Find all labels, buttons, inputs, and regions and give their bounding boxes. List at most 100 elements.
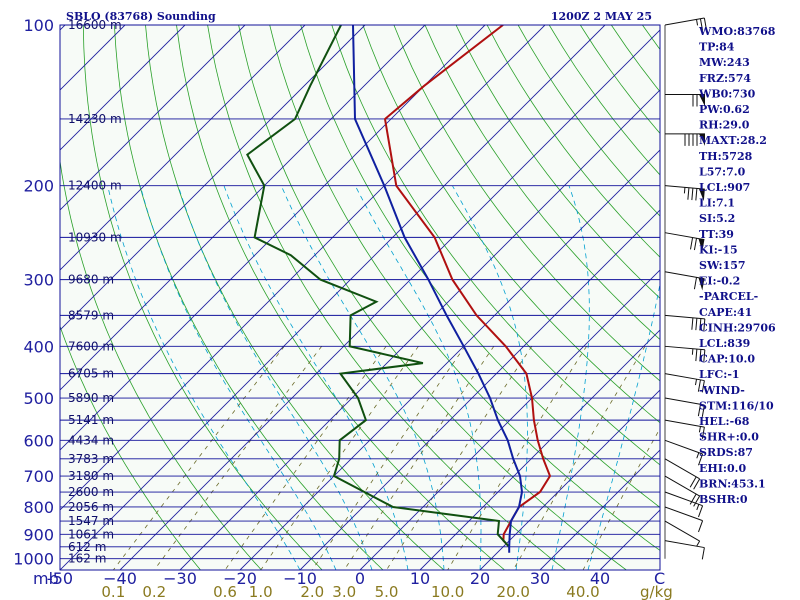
- isotherm: [60, 25, 246, 211]
- mixing-ratio-line: [447, 346, 587, 570]
- dewpoint-trace: [246, 25, 510, 548]
- pressure-tick: 500: [23, 389, 54, 408]
- mixing-ratio-line: [512, 346, 646, 570]
- temperature-tick: -50: [47, 569, 73, 588]
- height-label: 12400 m: [68, 179, 122, 193]
- height-labels: 16600 m 14230 m 12400 m 10930 m 9680 m 8579 m…: [68, 18, 122, 566]
- moist-adiabat: [354, 185, 482, 570]
- height-label: 5890 m: [68, 391, 114, 405]
- wind-barb: [665, 133, 705, 146]
- index-line: BRN:453.1: [699, 477, 766, 490]
- moist-adiabat: [551, 185, 590, 570]
- wind-barb: [664, 491, 704, 518]
- moist-adiabat: [223, 185, 409, 570]
- plot-frame: [59, 24, 661, 571]
- pressure-tick: 900: [23, 525, 54, 544]
- pressure-tick: 600: [23, 431, 54, 450]
- index-line: -PARCEL-: [699, 290, 758, 303]
- height-label: 2600 m: [68, 485, 114, 499]
- mixing-ratio-label: 10.0: [431, 583, 464, 600]
- wind-barb: [664, 458, 701, 490]
- index-line: HEL:-68: [699, 415, 750, 428]
- index-line: TP:84: [699, 41, 735, 54]
- temperature-tick: −20: [223, 569, 257, 588]
- dry-adiabat: [207, 25, 566, 570]
- wind-barb: [664, 419, 705, 439]
- sounding-traces: [246, 25, 552, 553]
- temperature-tick: 10: [410, 569, 430, 588]
- pressure-tick: 800: [23, 498, 54, 517]
- mixing-ratio-label: 0.2: [142, 583, 166, 600]
- wind-barb: [664, 232, 705, 252]
- moist-adiabats: [107, 185, 660, 570]
- index-line: RH:29.0: [699, 119, 750, 132]
- temperature-tick: −30: [163, 569, 197, 588]
- index-line: WB0:730: [698, 87, 756, 100]
- height-label: 4434 m: [68, 433, 114, 447]
- temperature-tick: 0: [355, 569, 365, 588]
- index-line: EI:-0.2: [699, 275, 740, 288]
- moist-adiabat: [280, 185, 445, 570]
- height-label: 1061 m: [68, 527, 114, 541]
- dry-adiabat: [269, 25, 660, 551]
- wind-barb: [664, 475, 701, 507]
- isotherm: [60, 25, 306, 271]
- isotherm: [60, 25, 486, 451]
- pressure-tick: 400: [23, 337, 54, 356]
- dry-adiabat: [424, 25, 660, 341]
- wind-barb: [665, 94, 705, 107]
- isotherm: [419, 329, 660, 570]
- height-label: 2056 m: [68, 500, 114, 514]
- height-label: 14230 m: [68, 112, 122, 126]
- height-label: 3180 m: [68, 469, 114, 483]
- wind-barb: [664, 271, 705, 291]
- wind-barb: [664, 345, 706, 362]
- index-line: WMO:83768: [698, 25, 776, 38]
- wind-barb: [664, 506, 704, 533]
- isotherm: [60, 25, 426, 391]
- index-line: L57:7.0: [699, 165, 746, 178]
- index-line: LI:7.1: [699, 197, 735, 210]
- height-label: 6705 m: [68, 367, 114, 381]
- index-line: CAPE:41: [699, 306, 752, 319]
- dry-adiabat: [60, 158, 262, 570]
- isotherm: [0, 25, 5, 570]
- index-line: SW:157: [699, 259, 746, 272]
- isotherm: [60, 25, 606, 570]
- isotherm: [479, 389, 660, 570]
- mixing-ratio-labels: 0.1 0.2 0.6 1.0 2.0 3.0 5.0 10.0 20.0 40.0: [101, 583, 599, 600]
- temperature-tick: 40: [590, 569, 610, 588]
- isotherms: [0, 25, 660, 570]
- mixing-ratio-line: [582, 427, 660, 570]
- mixing-ratio-lines: [112, 346, 660, 570]
- plot-background: [60, 25, 660, 570]
- mixing-ratio-line: [260, 346, 419, 570]
- height-label: 10930 m: [68, 230, 122, 244]
- pressure-tick-labels: 100 200 300 400 500 600 700 800 900 1000: [13, 16, 54, 569]
- mixing-ratio-label: 3.0: [332, 583, 356, 600]
- height-label: 8579 m: [68, 308, 114, 322]
- dry-adiabat: [455, 25, 660, 299]
- height-label: 5141 m: [68, 413, 114, 427]
- moist-adiabat: [139, 185, 337, 570]
- mixing-ratio-line: [112, 346, 285, 570]
- isotherm: [60, 25, 66, 31]
- dry-adiabat: [331, 25, 660, 466]
- wind-barb: [664, 397, 705, 417]
- index-line: CAP:10.0: [699, 353, 755, 366]
- wind-barb: [664, 314, 706, 331]
- isotherm: [359, 269, 660, 570]
- wind-barb: [664, 520, 701, 547]
- height-label: 9680 m: [68, 273, 114, 287]
- index-line: SRDS:87: [699, 446, 753, 459]
- wind-barb: [664, 439, 704, 466]
- pressure-tick: 100: [23, 16, 54, 35]
- indices-panel: WMO:83768 TP:84 MW:243 FRZ:574 WB0:730 PW:0.6…: [698, 25, 776, 506]
- isotherm: [60, 25, 546, 511]
- index-line: TT:39: [699, 228, 734, 241]
- mixing-ratio-label: 5.0: [375, 583, 399, 600]
- station-title: SBLO (83768) Sounding: [66, 10, 216, 23]
- mixing-ratio-label: 0.1: [101, 583, 125, 600]
- moist-adiabat: [107, 185, 301, 570]
- index-line: PW:0.62: [699, 103, 750, 116]
